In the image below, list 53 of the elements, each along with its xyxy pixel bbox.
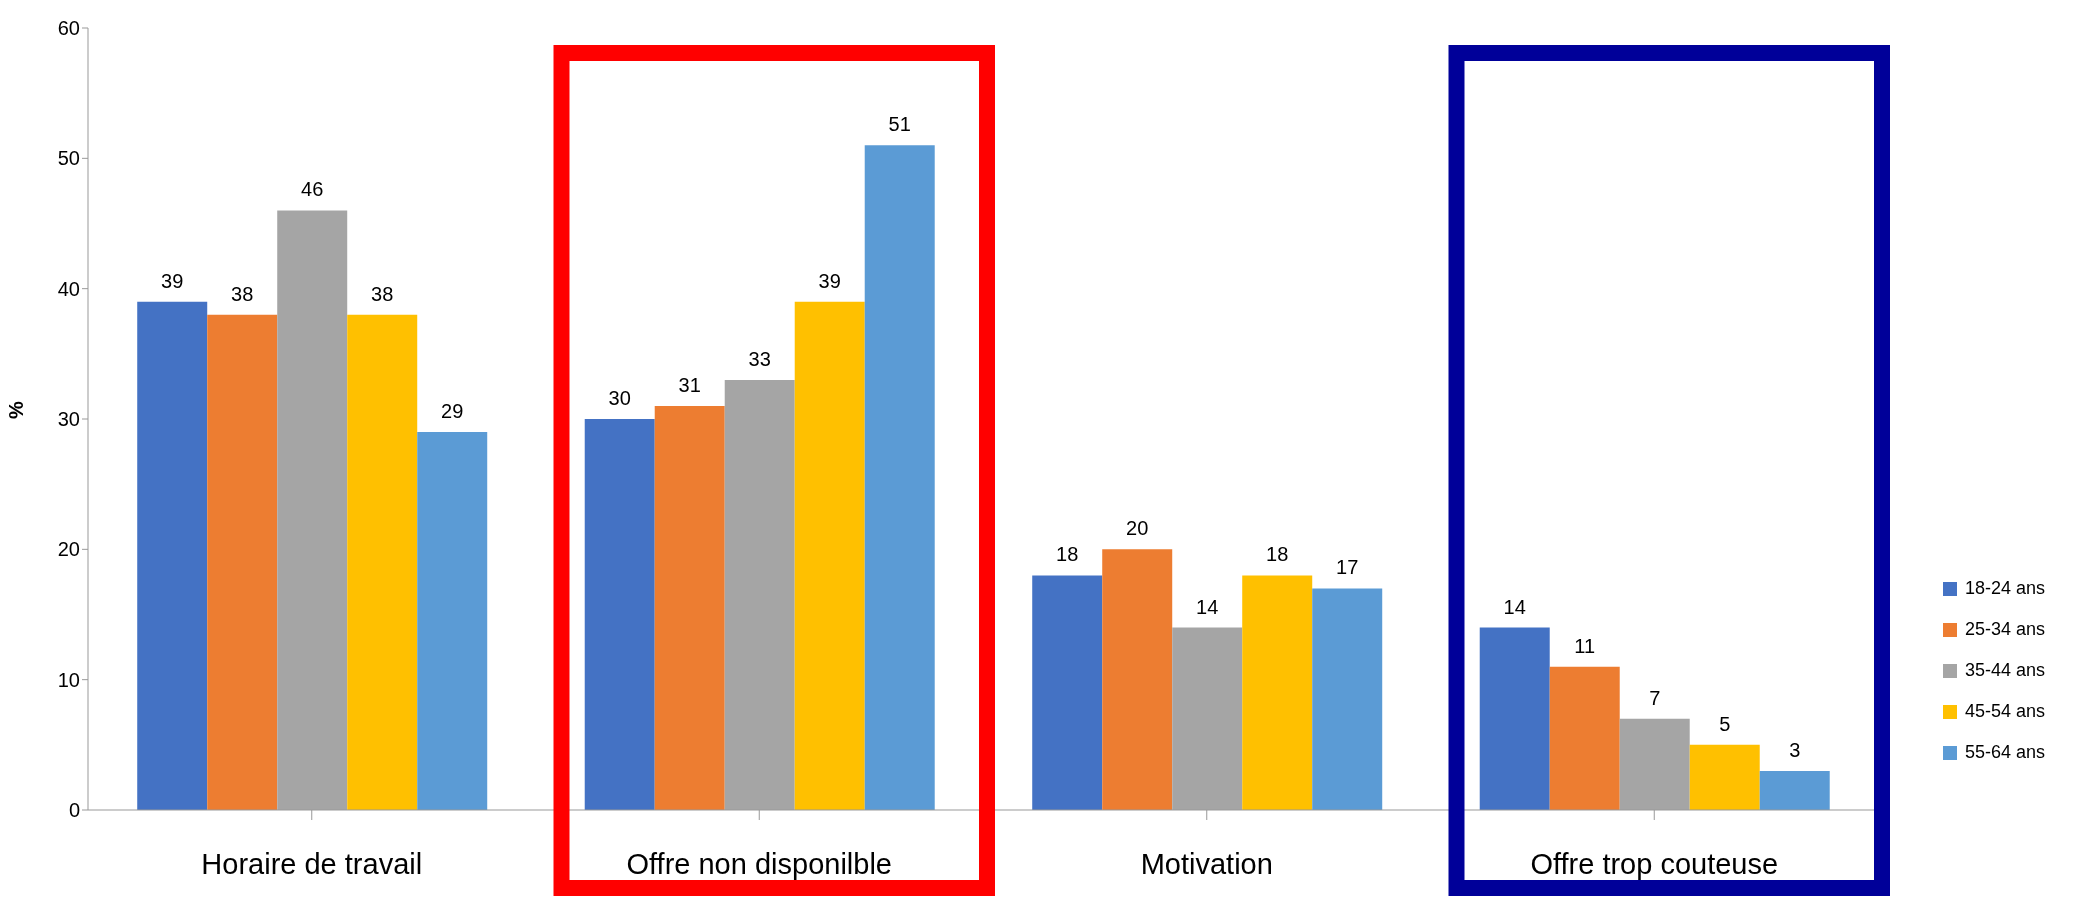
data-label: 17 [1336,556,1359,579]
bar [207,314,278,810]
legend-label: 35-44 ans [1965,660,2046,681]
legend-label: 55-64 ans [1965,742,2046,763]
bar [1479,627,1550,810]
bar [137,301,208,810]
data-label: 29 [441,400,464,423]
legend-label: 45-54 ans [1965,701,2046,722]
data-label: 14 [1196,595,1219,618]
data-label: 51 [888,113,911,136]
bar [1032,575,1103,810]
bar [1689,744,1760,810]
data-label: 3 [1789,738,1801,761]
x-tick-label: Horaire de travail [201,848,423,880]
bar [1312,588,1383,810]
bar [417,432,488,810]
data-label: 39 [818,269,841,292]
data-label: 30 [608,387,631,409]
bar [584,419,655,810]
x-tick-label: Offre trop couteuse [1530,848,1779,880]
data-label: 11 [1574,634,1596,657]
y-tick-label: 40 [57,277,80,300]
y-tick-label: 30 [57,408,80,431]
data-label: 7 [1649,686,1661,709]
y-tick-label: 20 [57,538,80,561]
data-label: 31 [678,373,701,396]
data-label: 14 [1503,595,1526,618]
data-label: 46 [301,178,324,201]
x-tick-label: Motivation [1140,848,1273,880]
data-label: 38 [231,282,254,305]
y-tick-label: 50 [57,147,80,170]
data-label: 33 [748,347,771,370]
bar [347,314,418,810]
data-label: 38 [371,282,394,305]
x-tick-label: Offre non disponilble [626,848,892,880]
y-tick-label: 0 [68,799,80,822]
y-tick-label: 60 [57,17,80,40]
bar [1242,575,1313,810]
bar [654,405,725,810]
data-label: 20 [1126,517,1149,540]
bar [1759,770,1830,810]
y-axis-title: % [5,401,28,419]
data-label: 39 [161,269,184,292]
y-tick-label: 10 [57,668,80,691]
data-label: 5 [1719,712,1731,735]
bar [794,301,865,810]
legend-label: 25-34 ans [1965,619,2046,640]
legend-label: 18-24 ans [1965,578,2046,599]
data-label: 18 [1266,543,1289,566]
bar [1549,666,1620,810]
bar [864,145,935,810]
data-label: 18 [1056,543,1079,566]
bar [1102,549,1173,810]
